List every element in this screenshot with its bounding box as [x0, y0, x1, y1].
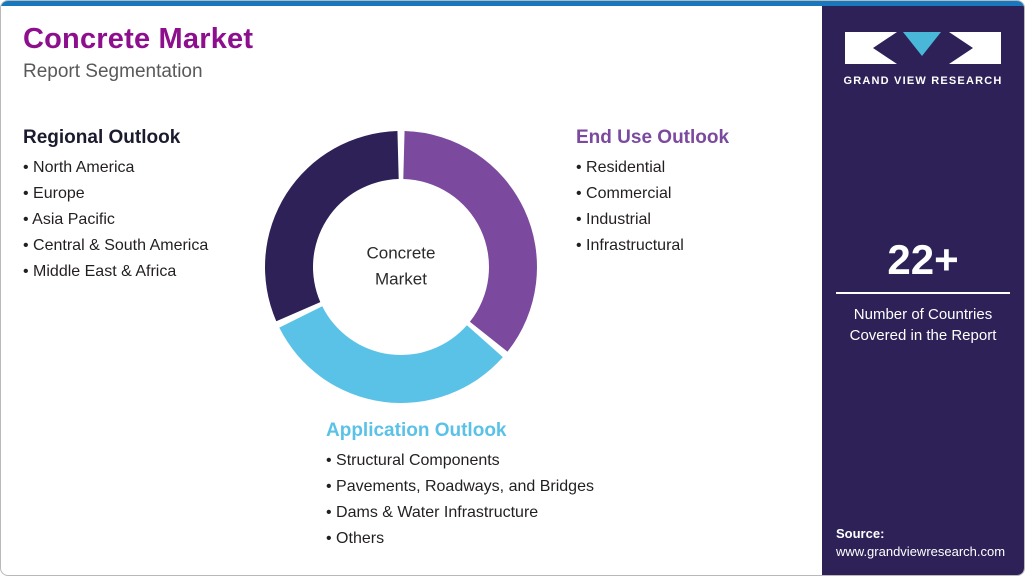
list-item: Commercial — [576, 185, 796, 203]
donut-center-label: Concrete Market — [366, 243, 436, 289]
donut-chart: Concrete Market — [259, 125, 543, 409]
list-item: Middle East & Africa — [23, 263, 273, 281]
source-url: www.grandviewresearch.com — [836, 544, 1006, 559]
list-item: Residential — [576, 159, 796, 177]
countries-stat: 22+ Number of Countries Covered in the R… — [822, 236, 1024, 346]
application-outlook-section: Application Outlook Structural Component… — [326, 420, 666, 556]
stat-number: 22+ — [887, 236, 959, 283]
end-use-outlook-list: Residential Commercial Industrial Infras… — [576, 159, 796, 255]
source-block: Source: www.grandviewresearch.com — [836, 526, 1005, 559]
list-item: Europe — [23, 185, 273, 203]
page-subtitle: Report Segmentation — [23, 61, 203, 82]
top-accent-bar — [1, 1, 1024, 6]
list-item: Pavements, Roadways, and Bridges — [326, 478, 666, 496]
list-item: Asia Pacific — [23, 211, 273, 229]
regional-outlook-list: North America Europe Asia Pacific Centra… — [23, 159, 273, 281]
end-use-outlook-title: End Use Outlook — [576, 127, 730, 148]
regional-outlook-section: Regional Outlook North America Europe As… — [23, 127, 273, 289]
application-outlook-list: Structural Components Pavements, Roadway… — [326, 452, 666, 548]
brand-logo-text: GRAND VIEW RESEARCH — [843, 75, 1003, 87]
regional-outlook-title: Regional Outlook — [23, 127, 181, 148]
list-item: Others — [326, 530, 666, 548]
donut-segment-end-use-outlook — [403, 131, 537, 352]
source-label: Source: — [836, 526, 885, 541]
list-item: Structural Components — [326, 452, 666, 470]
application-outlook-title: Application Outlook — [326, 420, 507, 441]
page-title: Concrete Market — [23, 23, 254, 55]
gvr-logo-icon — [845, 32, 1001, 64]
donut-segment-regional-outlook — [265, 131, 399, 322]
header: Concrete Market Report Segmentation — [23, 23, 253, 83]
donut-segment-application-outlook — [279, 306, 503, 404]
donut-chart-svg — [265, 131, 537, 404]
list-item: Industrial — [576, 211, 796, 229]
list-item: Central & South America — [23, 237, 273, 255]
brand-logo: GRAND VIEW RESEARCH — [822, 28, 1024, 87]
stat-divider — [836, 292, 1010, 294]
end-use-outlook-section: End Use Outlook Residential Commercial I… — [576, 127, 796, 263]
stat-description: Number of Countries Covered in the Repor… — [849, 306, 997, 344]
list-item: North America — [23, 159, 273, 177]
list-item: Dams & Water Infrastructure — [326, 504, 666, 522]
sidebar: GRAND VIEW RESEARCH 22+ Number of Countr… — [822, 6, 1024, 575]
list-item: Infrastructural — [576, 237, 796, 255]
